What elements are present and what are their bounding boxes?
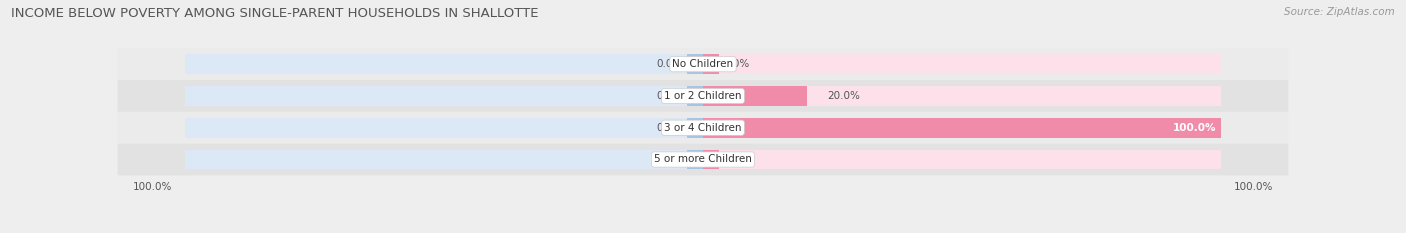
Bar (688, 54, 703, 74)
Text: 100.0%: 100.0% (1173, 123, 1216, 133)
FancyBboxPatch shape (118, 48, 1288, 80)
Bar (688, 86, 703, 106)
Bar (703, 86, 1220, 106)
Text: 0.0%: 0.0% (657, 123, 682, 133)
FancyBboxPatch shape (118, 80, 1288, 112)
Bar (703, 118, 1220, 137)
Bar (703, 54, 1220, 74)
Bar (703, 86, 807, 106)
Text: 100.0%: 100.0% (134, 182, 173, 192)
FancyBboxPatch shape (118, 144, 1288, 175)
Text: 5 or more Children: 5 or more Children (654, 154, 752, 164)
Text: 0.0%: 0.0% (724, 154, 749, 164)
Bar (688, 150, 703, 169)
Bar (703, 118, 1220, 137)
Bar (186, 86, 703, 106)
Bar (186, 54, 703, 74)
Text: 0.0%: 0.0% (657, 59, 682, 69)
Bar (186, 118, 703, 137)
Text: 0.0%: 0.0% (657, 154, 682, 164)
Bar (703, 150, 1220, 169)
Text: 0.0%: 0.0% (724, 59, 749, 69)
Text: 1 or 2 Children: 1 or 2 Children (664, 91, 742, 101)
Bar (688, 118, 703, 137)
Text: Source: ZipAtlas.com: Source: ZipAtlas.com (1284, 7, 1395, 17)
Bar (703, 150, 718, 169)
Bar (703, 54, 718, 74)
Text: 20.0%: 20.0% (827, 91, 860, 101)
Bar (186, 150, 703, 169)
Text: 0.0%: 0.0% (657, 91, 682, 101)
Text: INCOME BELOW POVERTY AMONG SINGLE-PARENT HOUSEHOLDS IN SHALLOTTE: INCOME BELOW POVERTY AMONG SINGLE-PARENT… (11, 7, 538, 20)
Text: 100.0%: 100.0% (1233, 182, 1272, 192)
Text: No Children: No Children (672, 59, 734, 69)
FancyBboxPatch shape (118, 112, 1288, 144)
Text: 3 or 4 Children: 3 or 4 Children (664, 123, 742, 133)
